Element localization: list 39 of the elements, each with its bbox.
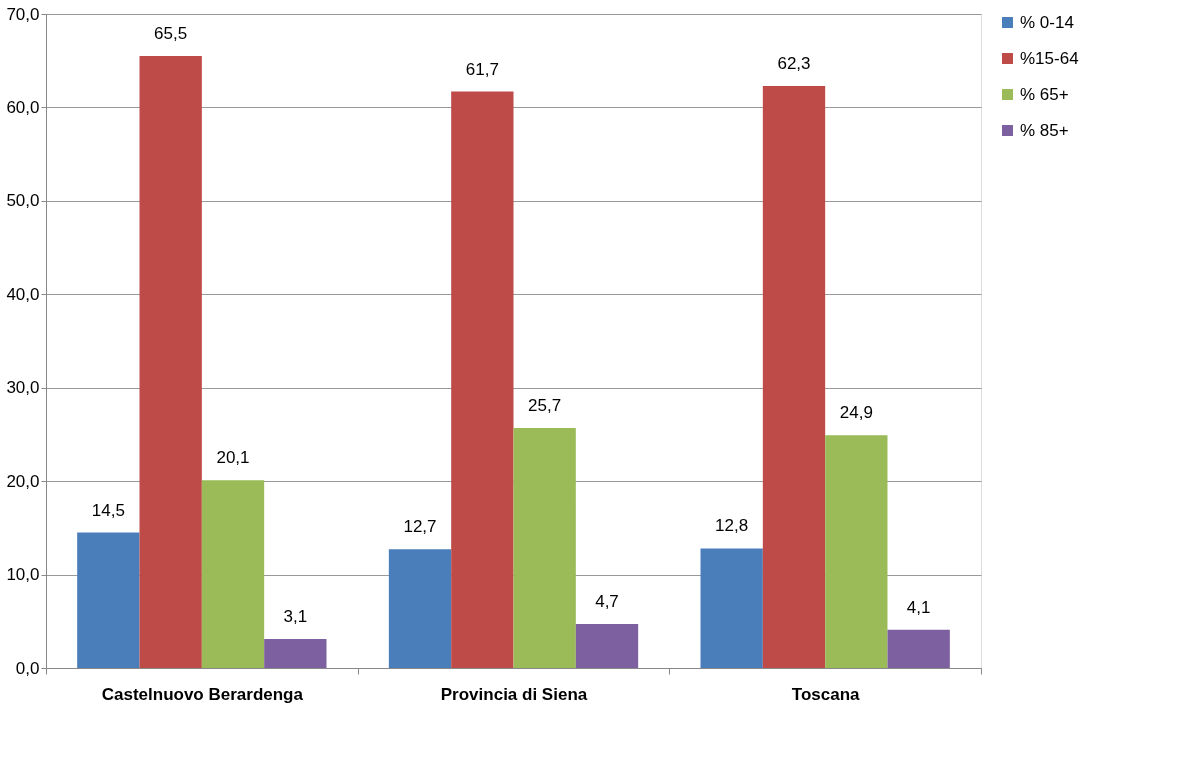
data-label: 12,8 [715,516,749,536]
x-tick-label: Castelnuovo Berardenga [101,684,304,704]
y-tick-label: 0,0 [15,658,40,678]
data-label: 4,1 [906,597,931,617]
bar [264,639,327,668]
bar [201,480,265,668]
data-label: 12,7 [403,517,437,537]
bar [513,427,576,668]
legend-label: % 0-14 [1020,12,1074,32]
x-tick-label: Provincia di Siena [440,684,588,704]
bar [575,624,639,668]
y-tick-label: 60,0 [6,97,40,117]
data-label: 25,7 [528,395,562,415]
bar [825,435,888,668]
data-label: 4,7 [595,592,619,612]
data-label: 24,9 [839,403,873,423]
y-tick-label: 10,0 [6,565,40,585]
bar [887,629,950,668]
bar [451,91,514,668]
x-tick-label: Toscana [791,684,861,704]
y-tick-label: 30,0 [6,378,40,398]
bar [139,56,202,668]
data-label: 61,7 [465,59,499,79]
y-tick-label: 50,0 [6,191,40,211]
data-label: 3,1 [283,607,308,627]
data-label: 62,3 [777,53,811,73]
y-tick-label: 70,0 [6,4,40,24]
legend-label: %15-64 [1020,48,1079,68]
data-label: 20,1 [216,448,250,468]
bar [77,532,140,668]
legend-label: % 65+ [1020,84,1069,104]
y-tick-label: 20,0 [6,471,40,491]
bar [700,548,763,668]
bar [762,85,826,668]
data-label: 65,5 [154,24,188,44]
data-label: 14,5 [91,500,125,520]
legend-label: % 85+ [1020,120,1069,140]
bar [388,549,452,668]
y-tick-label: 40,0 [6,284,40,304]
